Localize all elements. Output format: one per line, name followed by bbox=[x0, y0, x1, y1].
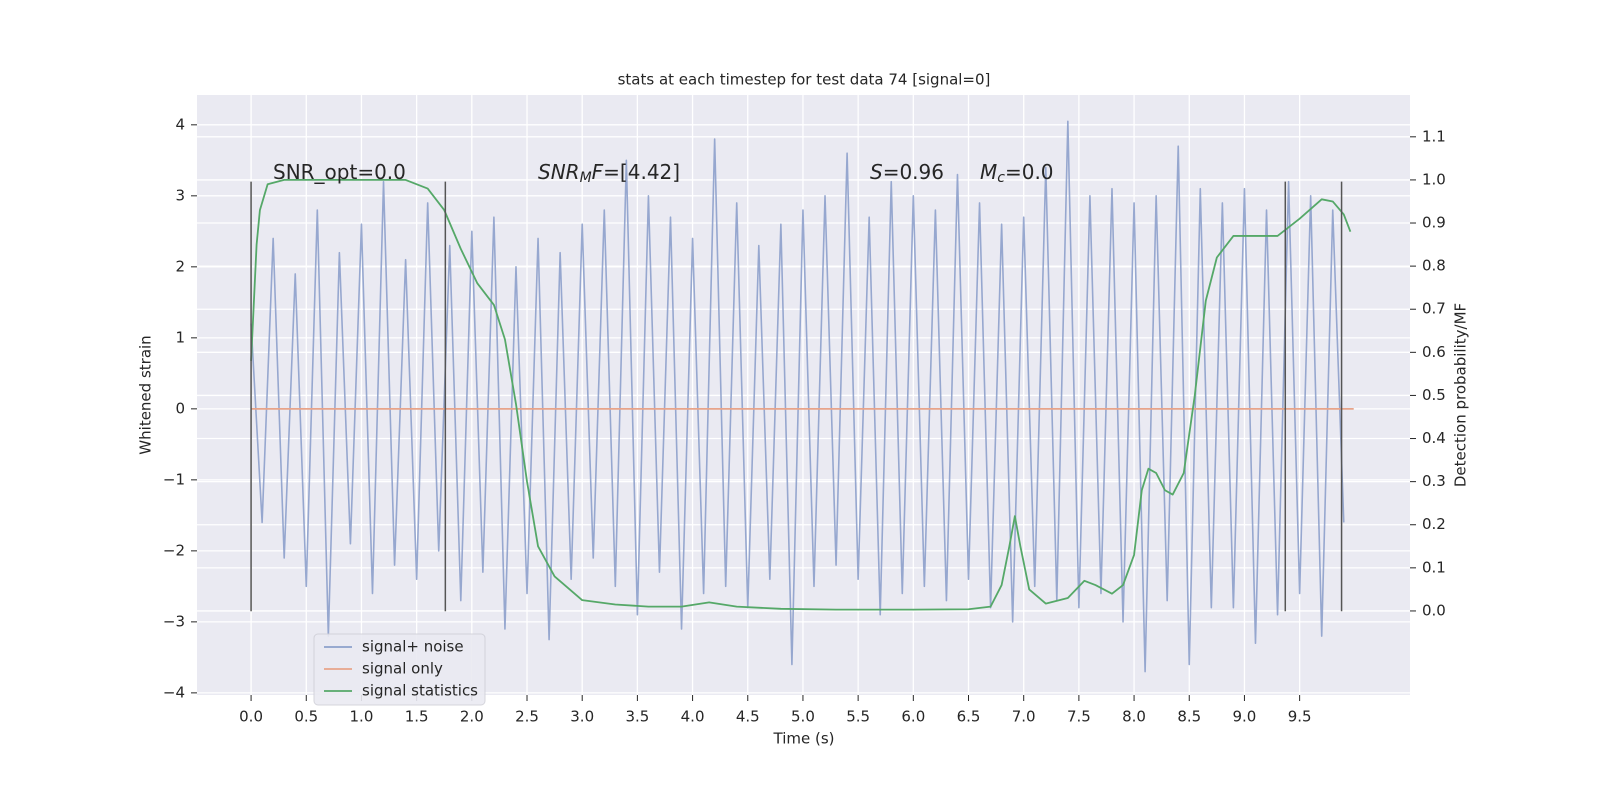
x-tick-label: 6.5 bbox=[957, 708, 981, 726]
annotation: S=0.96 bbox=[870, 160, 944, 184]
y2-tick-label: 1.0 bbox=[1422, 170, 1446, 188]
x-tick-label: 1.0 bbox=[350, 708, 374, 726]
x-tick-label: 4.0 bbox=[681, 708, 705, 726]
y-tick-label: −3 bbox=[163, 612, 185, 630]
legend-box bbox=[313, 633, 486, 706]
annotation-part: =0.0 bbox=[1005, 160, 1054, 184]
annotation-part: SNR bbox=[538, 160, 580, 184]
x-tick-label: 5.5 bbox=[846, 708, 870, 726]
x-axis-label: Time (s) bbox=[773, 730, 835, 748]
legend-label: signal+ noise bbox=[362, 638, 464, 656]
y-tick-label: −2 bbox=[163, 541, 185, 559]
annotation: SNR_opt=0.0 bbox=[273, 160, 406, 184]
annotation-part: M bbox=[980, 160, 997, 184]
x-tick-label: 6.0 bbox=[901, 708, 925, 726]
y-axis-label: Whitened strain bbox=[137, 335, 155, 454]
x-tick-label: 9.5 bbox=[1288, 708, 1312, 726]
x-tick-label: 5.0 bbox=[791, 708, 815, 726]
x-tick-label: 9.0 bbox=[1233, 708, 1257, 726]
y2-tick-label: 0.1 bbox=[1422, 558, 1446, 576]
chart-title: stats at each timestep for test data 74 … bbox=[618, 71, 991, 89]
annotation-part: F bbox=[592, 160, 604, 184]
x-tick-label: 8.0 bbox=[1122, 708, 1146, 726]
y2-tick-label: 0.3 bbox=[1422, 472, 1446, 490]
annotation-part: S bbox=[870, 160, 883, 184]
annotation-part: =0.96 bbox=[883, 160, 944, 184]
legend-label: signal only bbox=[362, 660, 443, 678]
x-tick-label: 0.5 bbox=[294, 708, 318, 726]
y2-tick-label: 0.6 bbox=[1422, 343, 1446, 361]
series-line bbox=[250, 179, 1352, 611]
y-tick-label: −1 bbox=[163, 470, 185, 488]
annotation-part: c bbox=[997, 170, 1005, 186]
y2-tick-label: 0.2 bbox=[1422, 515, 1446, 533]
y2-axis-label: Detection probability/MF bbox=[1452, 303, 1470, 487]
y2-tick-label: 0.4 bbox=[1422, 429, 1446, 447]
y2-tick-label: 0.8 bbox=[1422, 257, 1446, 275]
y-tick-label: −4 bbox=[163, 683, 185, 701]
series-line bbox=[250, 120, 1345, 673]
x-tick-label: 3.0 bbox=[570, 708, 594, 726]
annotation-part: M bbox=[580, 170, 592, 186]
x-tick-label: 7.5 bbox=[1067, 708, 1091, 726]
annotation: Mc=0.0 bbox=[980, 160, 1054, 187]
x-tick-label: 7.0 bbox=[1012, 708, 1036, 726]
y2-tick-label: 1.1 bbox=[1422, 127, 1446, 145]
annotation-part: SNR_opt=0.0 bbox=[273, 160, 406, 184]
y-tick-label: 2 bbox=[175, 257, 185, 275]
x-tick-label: 0.0 bbox=[239, 708, 263, 726]
x-tick-label: 3.5 bbox=[625, 708, 649, 726]
y-tick-label: 1 bbox=[175, 328, 185, 346]
y-tick-label: 3 bbox=[175, 186, 185, 204]
x-tick-label: 2.0 bbox=[460, 708, 484, 726]
x-tick-label: 4.5 bbox=[736, 708, 760, 726]
y2-tick-label: 0.7 bbox=[1422, 300, 1446, 318]
x-tick-label: 1.5 bbox=[405, 708, 429, 726]
y2-tick-label: 0.5 bbox=[1422, 386, 1446, 404]
annotation-part: =[4.42] bbox=[603, 160, 680, 184]
y2-tick-label: 0.9 bbox=[1422, 214, 1446, 232]
y2-tick-label: 0.0 bbox=[1422, 601, 1446, 619]
y-tick-label: 4 bbox=[175, 115, 185, 133]
x-tick-label: 8.5 bbox=[1177, 708, 1201, 726]
legend-label: signal statistics bbox=[362, 682, 478, 700]
x-tick-label: 2.5 bbox=[515, 708, 539, 726]
y-tick-label: 0 bbox=[175, 399, 185, 417]
annotation: SNRMF=[4.42] bbox=[538, 160, 680, 187]
